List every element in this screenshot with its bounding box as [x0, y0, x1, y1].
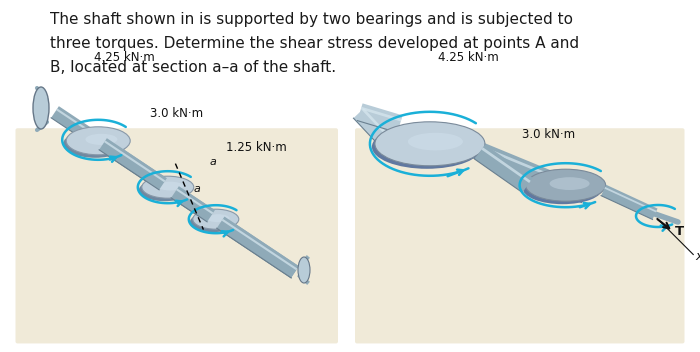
Text: 4.25 kN·m: 4.25 kN·m: [94, 51, 155, 64]
Text: 3.0 kN·m: 3.0 kN·m: [522, 128, 575, 142]
Ellipse shape: [66, 127, 130, 155]
Ellipse shape: [408, 133, 463, 150]
Ellipse shape: [298, 257, 310, 283]
Polygon shape: [601, 185, 657, 219]
Polygon shape: [482, 147, 531, 183]
Ellipse shape: [142, 176, 194, 198]
Ellipse shape: [523, 172, 603, 204]
Text: a: a: [193, 184, 200, 194]
FancyBboxPatch shape: [15, 128, 338, 344]
Polygon shape: [56, 108, 298, 270]
Text: three torques. Determine the shear stress developed at points A and: three torques. Determine the shear stres…: [50, 36, 580, 51]
Ellipse shape: [63, 130, 127, 158]
Text: 1.25 kN·m: 1.25 kN·m: [226, 141, 287, 154]
Text: B, located at section a–a of the shaft.: B, located at section a–a of the shaft.: [50, 60, 337, 75]
Ellipse shape: [158, 182, 183, 190]
Ellipse shape: [193, 209, 239, 229]
Polygon shape: [360, 107, 402, 121]
Ellipse shape: [372, 125, 482, 169]
Polygon shape: [171, 186, 215, 222]
Text: 3.0 kN·m: 3.0 kN·m: [150, 107, 204, 120]
Polygon shape: [358, 103, 402, 133]
Ellipse shape: [375, 122, 485, 166]
Polygon shape: [222, 219, 298, 270]
Polygon shape: [176, 189, 214, 214]
Ellipse shape: [85, 134, 118, 145]
Text: x: x: [695, 250, 700, 263]
Polygon shape: [476, 144, 587, 192]
Polygon shape: [362, 108, 394, 142]
Polygon shape: [99, 138, 167, 190]
Text: T: T: [676, 225, 685, 238]
Polygon shape: [217, 216, 299, 278]
Text: 4.25 kN·m: 4.25 kN·m: [438, 51, 498, 64]
Ellipse shape: [190, 212, 236, 232]
Ellipse shape: [526, 169, 606, 201]
Polygon shape: [354, 106, 396, 150]
Polygon shape: [475, 144, 533, 193]
Ellipse shape: [550, 177, 589, 190]
FancyBboxPatch shape: [355, 128, 685, 344]
Ellipse shape: [33, 87, 49, 129]
Text: The shaft shown in is supported by two bearings and is subjected to: The shaft shown in is supported by two b…: [50, 12, 573, 27]
Polygon shape: [104, 140, 165, 182]
Polygon shape: [472, 140, 589, 202]
Ellipse shape: [206, 214, 230, 222]
Polygon shape: [604, 187, 657, 212]
Polygon shape: [51, 106, 299, 278]
Text: a: a: [210, 157, 217, 166]
Ellipse shape: [139, 179, 191, 201]
